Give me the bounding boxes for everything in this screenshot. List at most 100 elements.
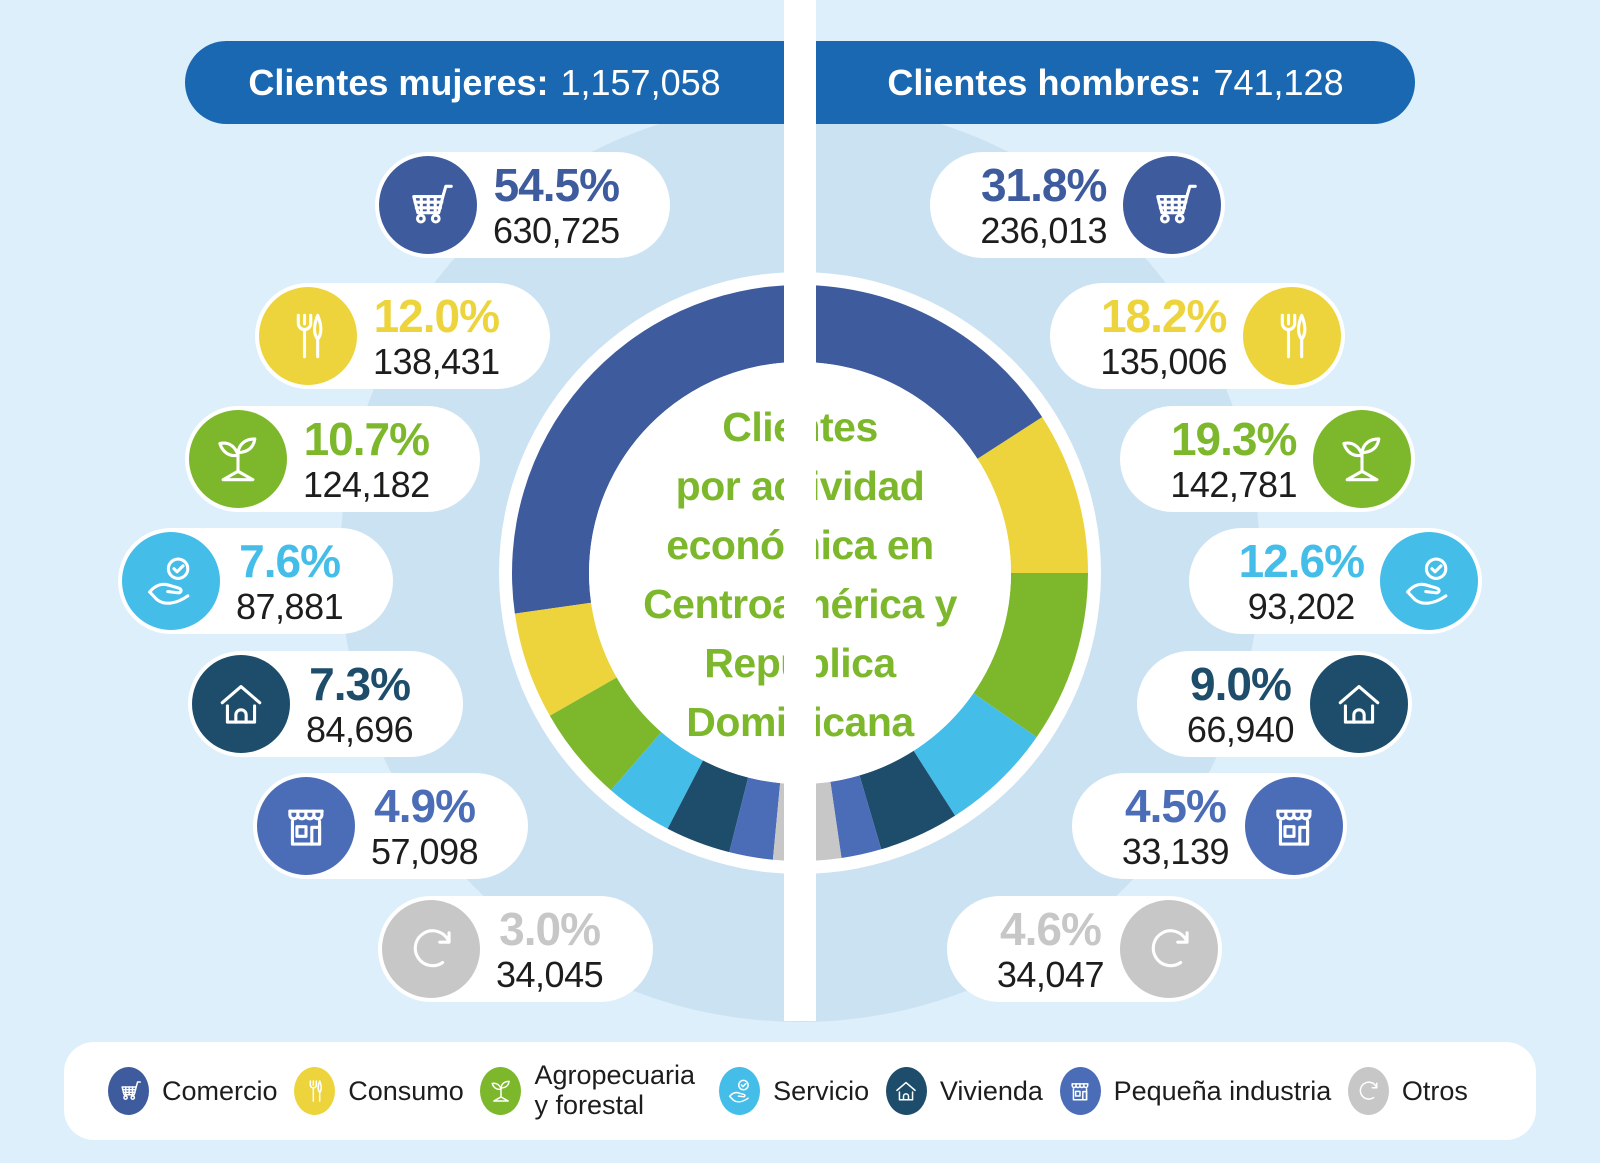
pequena-icon-circle: [1059, 1067, 1101, 1115]
stat-count: 93,202: [1247, 585, 1356, 627]
stat-text: 12.0% 138,431: [373, 293, 500, 380]
otros-icon-circle: [1120, 900, 1218, 998]
segment-left-agro: [549, 677, 662, 791]
legend-label: Servicio: [773, 1075, 870, 1106]
legend-label: Vivienda: [939, 1075, 1043, 1106]
legend-label: Comercio: [162, 1075, 278, 1106]
stat-count: 34,045: [496, 953, 604, 995]
stat-text: 19.3% 142,781: [1170, 416, 1297, 503]
comercio-icon-circle: [108, 1067, 149, 1115]
stat-pill-right-vivienda: 9.0% 66,940: [1136, 651, 1412, 757]
legend-item-agro: Agropecuaria y forestal: [480, 1060, 702, 1120]
cart-icon: [412, 184, 453, 224]
refresh-icon: [1360, 1081, 1378, 1100]
plant-icon: [1342, 437, 1381, 482]
legend-item-servicio: Servicio: [719, 1067, 869, 1115]
header-men-value: 741,128: [1213, 61, 1344, 103]
agro-icon-circle: [480, 1067, 522, 1115]
header-women: Clientes mujeres: 1,157,058: [185, 41, 784, 124]
stat-percent: 4.9%: [374, 779, 476, 832]
refresh-icon: [1151, 929, 1189, 968]
header-women-value: 1,157,058: [560, 61, 721, 103]
pequena-icon-circle: [257, 777, 355, 875]
stat-percent: 7.6%: [239, 534, 341, 587]
legend-label: Consumo: [348, 1075, 464, 1106]
vivienda-icon-circle: [1310, 655, 1408, 753]
stat-count: 66,940: [1186, 708, 1295, 750]
servicio-icon-circle: [719, 1067, 761, 1115]
servicio-icon-circle: [122, 532, 220, 630]
segment-right-agro: [973, 573, 1088, 738]
stat-percent: 12.6%: [1238, 534, 1365, 587]
stat-text: 4.5% 33,139: [1122, 779, 1230, 870]
stat-percent: 7.3%: [309, 657, 411, 710]
store-icon: [1276, 809, 1312, 846]
stat-text: 7.6% 87,881: [236, 534, 344, 627]
stat-pill-right-consumo: 18.2% 135,006: [1050, 283, 1345, 389]
stat-percent: 12.0%: [373, 289, 500, 342]
stat-text: 31.8% 236,013: [980, 162, 1107, 249]
plant-icon: [218, 437, 257, 482]
stat-text: 9.0% 66,940: [1186, 661, 1295, 750]
vivienda-icon-circle: [192, 655, 290, 753]
legend-label: Otros: [1401, 1075, 1468, 1106]
stat-text: 3.0% 34,045: [496, 902, 604, 995]
stat-count: 87,881: [236, 585, 344, 627]
stat-pill-left-agro: 10.7% 124,182: [185, 406, 480, 512]
stat-count: 84,696: [306, 708, 414, 750]
legend-item-comercio: Comercio: [108, 1067, 278, 1115]
segment-right-vivienda: [859, 750, 956, 850]
stat-percent: 31.8%: [980, 158, 1107, 211]
stat-pill-left-comercio: 54.5% 630,725: [375, 152, 670, 258]
stat-text: 10.7% 124,182: [303, 416, 430, 503]
store-icon: [1071, 1083, 1089, 1101]
header-men: Clientes hombres: 741,128: [816, 41, 1415, 124]
stat-pill-right-comercio: 31.8% 236,013: [930, 152, 1225, 258]
legend-label: Pequeña industria: [1113, 1075, 1332, 1106]
stat-pill-right-servicio: 12.6% 93,202: [1188, 528, 1482, 634]
stat-percent: 4.6%: [1000, 902, 1102, 955]
stat-pill-right-agro: 19.3% 142,781: [1120, 406, 1415, 512]
segment-right-pequena: [830, 775, 882, 858]
stat-count: 57,098: [371, 830, 479, 872]
legend-item-pequena: Pequeña industria: [1059, 1067, 1332, 1115]
stat-percent: 4.5%: [1125, 779, 1227, 832]
stat-text: 4.6% 34,047: [996, 902, 1105, 995]
stat-text: 7.3% 84,696: [306, 657, 414, 750]
stat-pill-left-otros: 3.0% 34,045: [378, 896, 654, 1002]
otros-icon-circle: [1347, 1067, 1389, 1115]
plant-icon: [491, 1080, 510, 1102]
cutlery-icon: [309, 1080, 322, 1102]
stat-pill-left-vivienda: 7.3% 84,696: [188, 651, 464, 757]
stat-pill-right-otros: 4.6% 34,047: [946, 896, 1222, 1002]
segment-left-comercio: [512, 285, 800, 614]
header-men-label: Clientes hombres:: [887, 61, 1202, 103]
stat-text: 54.5% 630,725: [493, 162, 620, 249]
house-icon: [1338, 685, 1380, 724]
pequena-icon-circle: [1245, 777, 1343, 875]
stat-percent: 3.0%: [499, 902, 601, 955]
stat-text: 12.6% 93,202: [1238, 534, 1365, 627]
segment-left-vivienda: [667, 760, 749, 853]
stat-percent: 18.2%: [1100, 289, 1227, 342]
cart-icon: [120, 1081, 141, 1100]
center-divider: [784, 0, 816, 1021]
stat-count: 124,182: [303, 463, 430, 505]
cutlery-icon: [296, 313, 323, 359]
stat-pill-left-servicio: 7.6% 87,881: [118, 528, 394, 634]
consumo-icon-circle: [1243, 287, 1341, 385]
stat-percent: 10.7%: [303, 412, 430, 465]
stat-count: 142,781: [1170, 463, 1297, 505]
segment-right-servicio: [913, 693, 1037, 816]
consumo-icon-circle: [294, 1067, 336, 1115]
comercio-icon-circle: [379, 156, 477, 254]
servicio-icon-circle: [1380, 532, 1478, 630]
stat-count: 34,047: [996, 953, 1105, 995]
legend-item-otros: Otros: [1347, 1067, 1468, 1115]
stat-percent: 54.5%: [493, 158, 620, 211]
legend-item-consumo: Consumo: [294, 1067, 464, 1115]
legend-item-vivienda: Vivienda: [885, 1067, 1043, 1115]
segment-left-consumo: [514, 602, 617, 716]
stat-pill-left-consumo: 12.0% 138,431: [255, 283, 550, 389]
comercio-icon-circle: [1123, 156, 1221, 254]
